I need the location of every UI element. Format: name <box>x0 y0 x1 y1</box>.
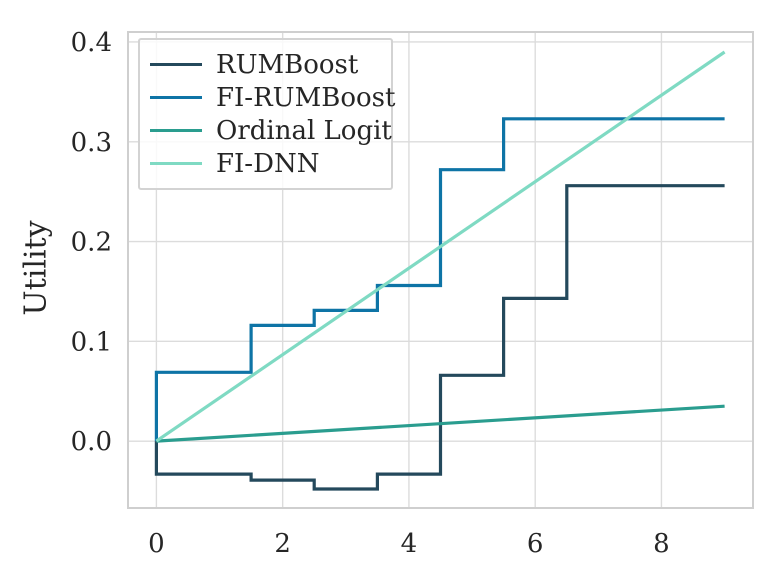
legend-item-ordinal-logit: Ordinal Logit <box>150 114 392 147</box>
legend-line-swatch-fi-rumboost <box>150 95 202 100</box>
y-tick-label: 0.3 <box>71 128 112 158</box>
legend-label-ordinal-logit: Ordinal Logit <box>216 115 392 146</box>
y-axis-label: Utility <box>18 220 54 316</box>
series-line-ordinal-logit <box>156 404 725 443</box>
legend-item-fi-rumboost: FI-RUMBoost <box>150 81 395 114</box>
legend-line-swatch-rumboost <box>150 62 202 67</box>
legend-label-fi-dnn: FI-DNN <box>216 148 320 179</box>
legend-label-rumboost: RUMBoost <box>216 49 359 80</box>
legend-item-fi-dnn: FI-DNN <box>150 147 375 180</box>
legend: RUMBoost FI-RUMBoost Ordinal Logit FI-DNN <box>138 38 395 190</box>
series-line-fi-dnn <box>155 50 726 443</box>
legend-label-fi-rumboost: FI-RUMBoost <box>216 82 396 113</box>
series-line-rumboost <box>154 184 725 491</box>
legend-line-swatch-ordinal-logit <box>150 128 202 133</box>
y-tick-label: 0.1 <box>71 327 112 357</box>
x-tick-label: 0 <box>148 529 165 559</box>
y-tick-label: 0.2 <box>71 228 112 258</box>
y-tick-label: 0.0 <box>71 427 112 457</box>
legend-line-swatch-fi-dnn <box>150 161 202 166</box>
x-tick-label: 6 <box>527 529 544 559</box>
plot-border <box>127 31 754 509</box>
legend-item-rumboost: RUMBoost <box>150 48 375 81</box>
series-line-fi-rumboost <box>154 117 725 442</box>
x-tick-label: 8 <box>653 529 670 559</box>
x-tick-label: 2 <box>274 529 291 559</box>
x-tick-label: 4 <box>401 529 418 559</box>
y-tick-label: 0.4 <box>71 28 112 58</box>
